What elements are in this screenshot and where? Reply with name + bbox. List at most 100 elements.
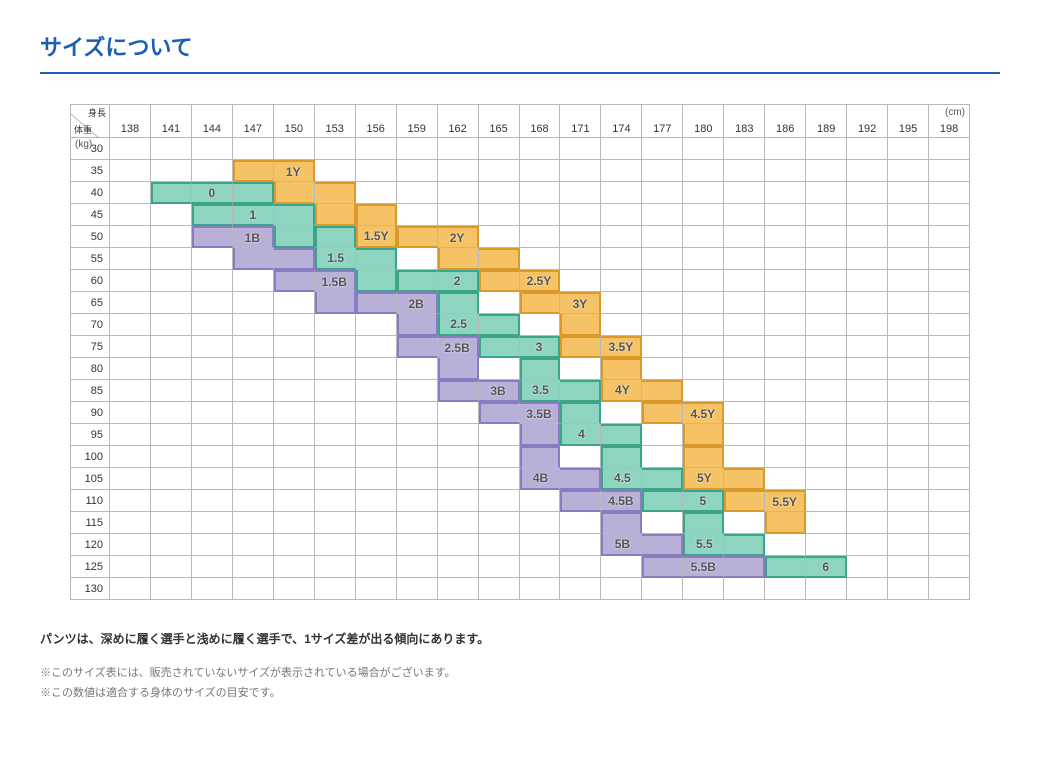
grid-cell — [356, 512, 397, 534]
grid-cell — [847, 512, 888, 534]
grid-cell — [642, 138, 683, 160]
grid-cell — [888, 358, 929, 380]
grid-cell — [601, 248, 642, 270]
grid-cell — [438, 160, 479, 182]
grid-cell — [929, 380, 970, 402]
grid-cell — [888, 248, 929, 270]
zone-label: 1Y — [286, 165, 301, 179]
grid-cell — [233, 490, 274, 512]
grid-cell — [110, 424, 151, 446]
col-header: 165 — [479, 104, 520, 138]
col-header: 177 — [642, 104, 683, 138]
grid-cell — [274, 468, 315, 490]
page-title: サイズについて — [40, 30, 1000, 62]
grid-cell — [642, 512, 683, 534]
grid-cell — [724, 182, 765, 204]
row-header: 95 — [70, 424, 110, 446]
grid-cell — [642, 446, 683, 468]
grid-cell — [642, 556, 683, 578]
grid-cell — [601, 270, 642, 292]
grid-cell — [110, 336, 151, 358]
grid-cell — [356, 160, 397, 182]
grid-cell — [847, 270, 888, 292]
grid-cell — [888, 336, 929, 358]
grid-cell — [233, 336, 274, 358]
grid-cell — [929, 182, 970, 204]
grid-cell — [315, 402, 356, 424]
grid-cell — [110, 380, 151, 402]
grid-cell — [192, 380, 233, 402]
grid-cell — [438, 534, 479, 556]
grid-cell — [929, 556, 970, 578]
grid-cell — [929, 226, 970, 248]
zone-label: 5.5B — [691, 560, 716, 574]
grid-cell — [356, 336, 397, 358]
grid-cell — [315, 468, 356, 490]
grid-cell: 4Y — [601, 380, 642, 402]
grid-cell — [765, 578, 806, 600]
grid-cell — [847, 424, 888, 446]
row-header: 80 — [70, 358, 110, 380]
grid-cell — [397, 314, 438, 336]
grid-cell — [765, 226, 806, 248]
row-header: (kg)30 — [70, 138, 110, 160]
grid-cell — [929, 578, 970, 600]
grid-cell — [315, 314, 356, 336]
grid-cell — [233, 182, 274, 204]
zone-label: 1.5Y — [364, 229, 389, 243]
grid-cell — [724, 204, 765, 226]
grid-cell — [438, 446, 479, 468]
grid-cell — [520, 556, 561, 578]
grid-cell — [397, 512, 438, 534]
grid-cell — [192, 446, 233, 468]
grid-cell — [642, 380, 683, 402]
grid-cell — [315, 204, 356, 226]
zone-label: 6 — [822, 560, 829, 574]
zone-label: 5Y — [697, 471, 712, 485]
zone-label: 3B — [490, 384, 505, 398]
grid-cell — [560, 336, 601, 358]
grid-cell — [642, 578, 683, 600]
grid-cell — [683, 160, 724, 182]
grid-cell — [806, 358, 847, 380]
grid-cell — [479, 270, 520, 292]
grid-cell — [642, 314, 683, 336]
grid-cell — [110, 160, 151, 182]
zone-label: 2 — [454, 274, 461, 288]
grid-cell — [847, 446, 888, 468]
grid-cell — [642, 534, 683, 556]
grid-cell: 1B — [233, 226, 274, 248]
grid-cell — [520, 446, 561, 468]
grid-cell — [192, 490, 233, 512]
grid-cell — [929, 424, 970, 446]
grid-cell — [356, 182, 397, 204]
grid-cell: 1.5Y — [356, 226, 397, 248]
grid-cell — [560, 402, 601, 424]
grid-cell — [765, 248, 806, 270]
grid-cell — [724, 336, 765, 358]
grid-cell — [929, 314, 970, 336]
grid-cell — [274, 556, 315, 578]
grid-cell — [315, 556, 356, 578]
grid-cell — [520, 534, 561, 556]
grid-cell — [520, 512, 561, 534]
grid-cell — [560, 160, 601, 182]
grid-cell — [724, 402, 765, 424]
grid-cell — [356, 468, 397, 490]
grid-cell: 3.5 — [520, 380, 561, 402]
grid-cell — [315, 160, 356, 182]
grid-cell — [520, 138, 561, 160]
grid-cell — [397, 578, 438, 600]
grid-cell — [560, 248, 601, 270]
zone-label: 1B — [245, 231, 260, 245]
grid-cell: 4 — [560, 424, 601, 446]
grid-cell: 5.5 — [683, 534, 724, 556]
grid-cell — [642, 248, 683, 270]
grid-cell — [151, 556, 192, 578]
grid-cell — [888, 314, 929, 336]
grid-cell — [642, 292, 683, 314]
grid-cell — [274, 446, 315, 468]
grid-cell — [192, 402, 233, 424]
grid-cell — [315, 512, 356, 534]
grid-cell — [847, 204, 888, 226]
